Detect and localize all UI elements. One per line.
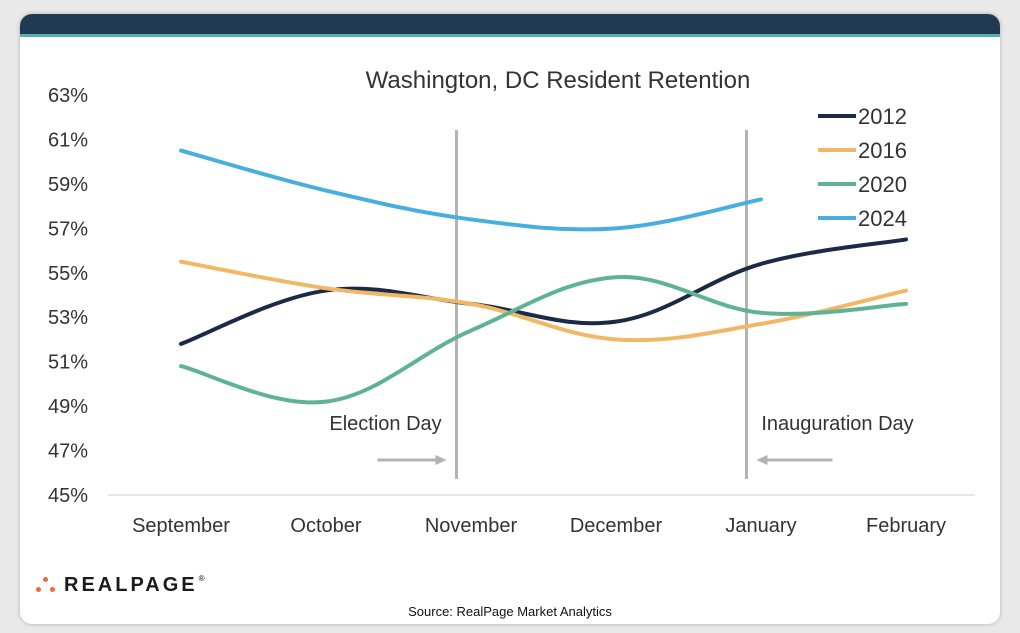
event-arrow-head bbox=[435, 455, 447, 465]
legend-label-2016: 2016 bbox=[858, 138, 907, 163]
event-marker-label: Inauguration Day bbox=[761, 413, 913, 435]
x-tick-label: December bbox=[570, 515, 663, 537]
logo-text: REALPAGE bbox=[64, 573, 198, 596]
legend-label-2012: 2012 bbox=[858, 104, 907, 129]
x-tick-label: October bbox=[290, 515, 361, 537]
source-note: Source: RealPage Market Analytics bbox=[408, 604, 612, 619]
line-chart: Washington, DC Resident Retention 45% 47%… bbox=[48, 67, 975, 537]
x-tick-label: February bbox=[866, 515, 946, 537]
logo-trademark: ® bbox=[198, 574, 205, 583]
y-tick-label: 49% bbox=[48, 396, 88, 418]
y-tick-label: 57% bbox=[48, 218, 88, 240]
y-tick-label: 53% bbox=[48, 307, 88, 329]
legend-label-2024: 2024 bbox=[858, 206, 907, 231]
y-tick-label: 51% bbox=[48, 352, 88, 374]
x-tick-label: January bbox=[725, 515, 796, 537]
y-tick-label: 55% bbox=[48, 263, 88, 285]
x-tick-label: September bbox=[132, 515, 230, 537]
chart-title: Washington, DC Resident Retention bbox=[366, 67, 751, 94]
series-line-2016 bbox=[179, 259, 908, 343]
y-tick-label: 59% bbox=[48, 174, 88, 196]
y-tick-label: 45% bbox=[48, 485, 88, 507]
series-line-2024 bbox=[179, 148, 763, 232]
logo-dots-icon bbox=[34, 575, 58, 595]
chart-card: Washington, DC Resident Retention 45% 47%… bbox=[20, 14, 1000, 624]
event-arrow-head bbox=[756, 455, 768, 465]
series-line-2012 bbox=[179, 237, 908, 346]
event-marker-label: Election Day bbox=[329, 413, 441, 435]
y-tick-label: 63% bbox=[48, 85, 88, 107]
x-tick-label: November bbox=[425, 515, 518, 537]
header-bar bbox=[20, 14, 1000, 34]
series-line-2020 bbox=[179, 275, 908, 405]
legend-label-2020: 2020 bbox=[858, 172, 907, 197]
y-tick-label: 47% bbox=[48, 441, 88, 463]
realpage-logo: REALPAGE ® bbox=[34, 572, 205, 598]
y-tick-label: 61% bbox=[48, 129, 88, 151]
header-accent-line bbox=[20, 34, 1000, 37]
